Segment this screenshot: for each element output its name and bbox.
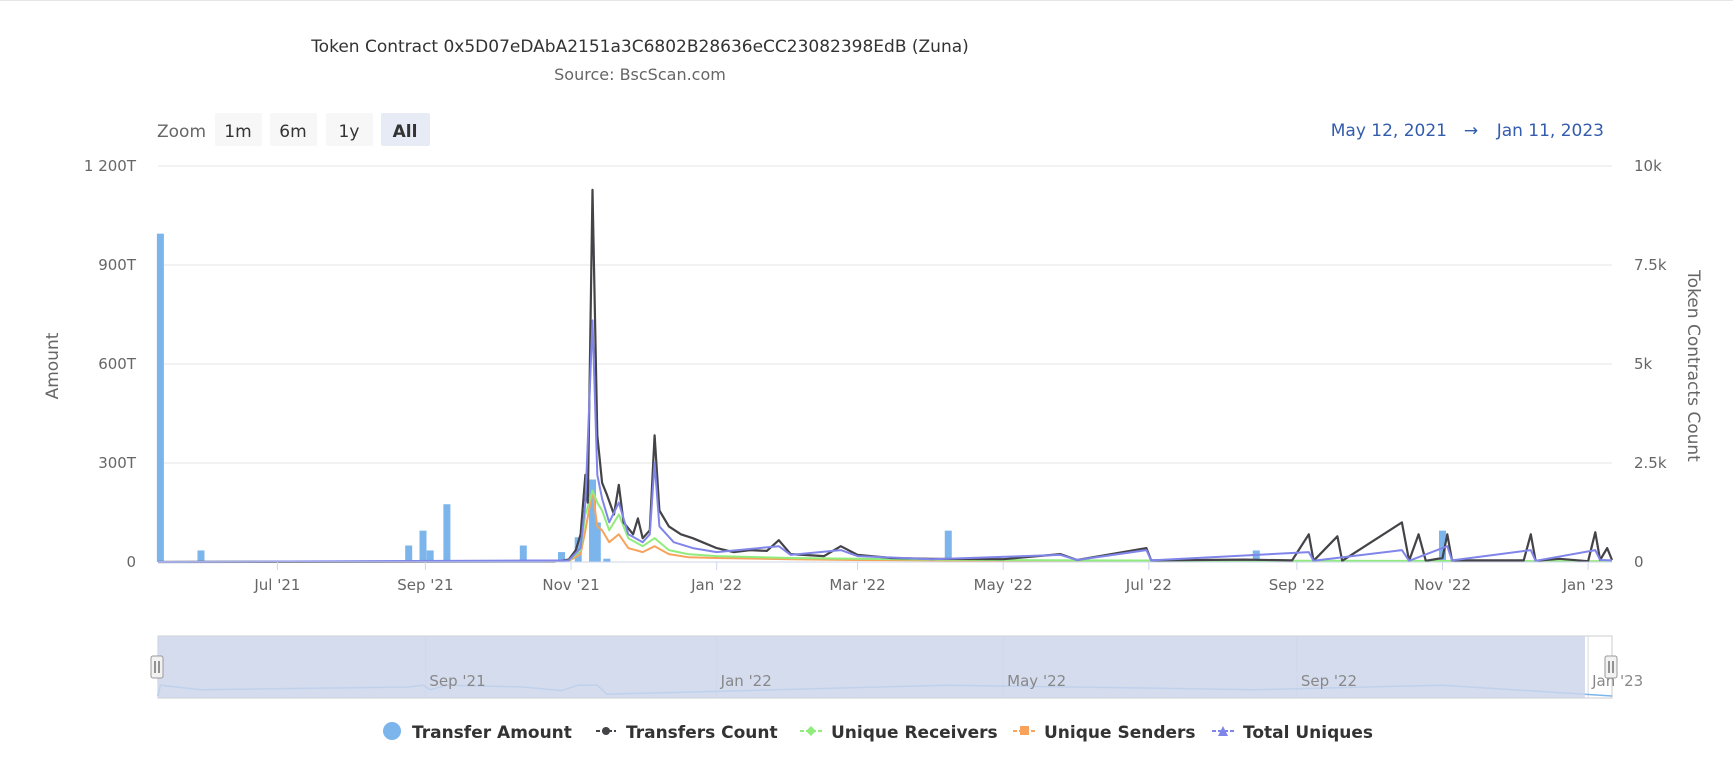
transfer-amount-bar[interactable]	[197, 550, 205, 562]
legend: Transfer Amount Transfers Count Unique R…	[383, 722, 1373, 743]
transfer-amount-bar[interactable]	[557, 552, 565, 562]
legend-symbol	[1218, 726, 1228, 736]
transfer-amount-bar[interactable]	[443, 504, 451, 562]
y-right-tick-label: 2.5k	[1634, 454, 1667, 472]
x-tick-label: Mar '22	[829, 576, 885, 594]
y-right-ticks: 0 2.5k 5k 7.5k 10k	[1634, 157, 1667, 571]
navigator-tick-label: Jan '22	[720, 672, 772, 690]
zoom-button-1y[interactable]: 1y	[326, 113, 373, 146]
transfer-amount-bar[interactable]	[603, 558, 611, 562]
legend-item-unique-receivers[interactable]: Unique Receivers	[800, 723, 998, 743]
series-lines	[157, 188, 1614, 564]
transfer-amount-bar[interactable]	[519, 545, 527, 563]
x-tick-label: Jul '22	[1125, 576, 1172, 594]
x-ticks: Jul '21 Sep '21 Nov '21 Jan '22 Mar '22 May '…	[253, 562, 1614, 594]
y-left-tick-label: 600T	[98, 355, 137, 373]
y-right-tick-label: 7.5k	[1634, 256, 1667, 274]
legend-label: Transfers Count	[626, 723, 778, 743]
grid	[158, 165, 1612, 563]
legend-label: Total Uniques	[1243, 723, 1373, 743]
zoom-button-6m[interactable]: 6m	[270, 113, 317, 146]
legend-item-unique-senders[interactable]: Unique Senders	[1013, 723, 1196, 743]
legend-symbol	[806, 726, 816, 736]
series-line-total-uniques[interactable]	[157, 319, 1613, 563]
range-selector: Zoom 1m 6m 1y All May 12, 2021 → Jan 11,…	[157, 113, 1604, 146]
x-tick-label: Nov '21	[542, 576, 599, 594]
chart-subtitle: Source: BscScan.com	[554, 65, 726, 84]
y-left-tick-label: 900T	[98, 256, 137, 274]
y-right-tick-label: 10k	[1634, 157, 1662, 175]
x-tick-label: Jan '22	[690, 576, 742, 594]
x-tick-label: May '22	[974, 576, 1033, 594]
transfer-amount-bar[interactable]	[593, 522, 601, 562]
zoom-button-label: 6m	[279, 122, 306, 142]
zoom-label: Zoom	[157, 122, 206, 142]
zoom-button-label: 1m	[224, 122, 251, 142]
navigator-selected-mask[interactable]	[158, 636, 1585, 698]
navigator-tick-label: Jan '23	[1591, 672, 1643, 690]
range-to-input[interactable]: Jan 11, 2023	[1496, 121, 1604, 141]
range-from-input[interactable]: May 12, 2021	[1331, 121, 1447, 141]
legend-symbol	[383, 722, 401, 740]
legend-item-transfer-amount[interactable]: Transfer Amount	[383, 722, 572, 743]
y-left-tick-label: 300T	[98, 454, 137, 472]
x-tick-label: Sep '21	[397, 576, 453, 594]
transfer-amount-bar[interactable]	[1252, 550, 1260, 562]
transfer-amount-bar[interactable]	[426, 550, 434, 562]
y-left-tick-label: 1 200T	[84, 157, 137, 175]
zoom-button-label: 1y	[339, 122, 360, 142]
navigator-ticks: Sep '21 Jan '22 May '22 Sep '22 Jan '23	[429, 672, 1643, 690]
y-right-title: Token Contracts Count	[1683, 269, 1703, 462]
transfer-amount-bar[interactable]	[1438, 530, 1446, 562]
y-left-title: Amount	[43, 332, 63, 399]
navigator-tick-label: Sep '21	[429, 672, 485, 690]
transfer-amount-bar[interactable]	[944, 530, 952, 562]
range-arrow: →	[1464, 121, 1478, 141]
x-tick-label: Nov '22	[1414, 576, 1471, 594]
zoom-button-all[interactable]: All	[381, 113, 430, 146]
y-right-tick-label: 0	[1634, 553, 1644, 571]
navigator-right-handle[interactable]	[1604, 655, 1618, 679]
transfer-amount-bar[interactable]	[419, 530, 427, 562]
transfer-amount-bar[interactable]	[405, 545, 413, 563]
y-left-tick-label: 0	[126, 553, 136, 571]
legend-label: Unique Receivers	[831, 723, 998, 743]
zoom-button-1m[interactable]: 1m	[215, 113, 262, 146]
transfer-amount-bar[interactable]	[589, 479, 597, 563]
y-left-ticks: 0 300T 600T 900T 1 200T	[84, 157, 137, 571]
series-line-transfers-count[interactable]	[157, 188, 1614, 564]
legend-symbol	[602, 727, 610, 735]
top-border	[0, 0, 1733, 1]
legend-label: Unique Senders	[1044, 723, 1196, 743]
legend-label: Transfer Amount	[412, 723, 572, 743]
navigator[interactable]: Sep '21 Jan '22 May '22 Sep '22 Jan '23	[150, 635, 1643, 699]
legend-item-transfers-count[interactable]: Transfers Count	[596, 723, 778, 743]
navigator-tick-label: May '22	[1007, 672, 1066, 690]
transfer-amount-bar[interactable]	[156, 233, 164, 562]
legend-item-total-uniques[interactable]: Total Uniques	[1212, 723, 1373, 743]
y-right-tick-label: 5k	[1634, 355, 1653, 373]
navigator-tick-label: Sep '22	[1301, 672, 1357, 690]
transfer-amount-columns	[156, 233, 1446, 563]
zoom-button-label: All	[393, 122, 418, 142]
legend-symbol	[1020, 726, 1029, 735]
chart-title: Token Contract 0x5D07eDAbA2151a3C6802B28…	[310, 37, 969, 57]
x-tick-label: Jul '21	[253, 576, 300, 594]
navigator-left-handle[interactable]	[150, 655, 164, 679]
x-tick-label: Jan '23	[1562, 576, 1614, 594]
x-tick-label: Sep '22	[1269, 576, 1325, 594]
